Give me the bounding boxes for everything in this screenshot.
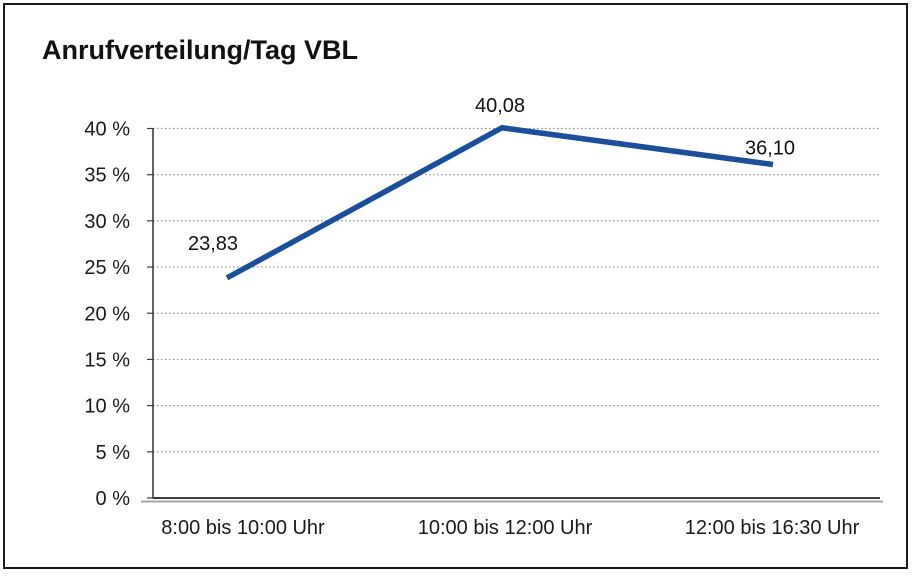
- y-axis-tick-label: 0 %: [96, 488, 131, 510]
- data-point-label: 36,10: [745, 138, 795, 160]
- y-axis-tick-label: 5 %: [96, 442, 131, 464]
- y-axis-tick-label: 40 %: [84, 119, 130, 141]
- y-axis-tick-label: 20 %: [84, 303, 130, 325]
- data-point-label: 23,83: [188, 233, 238, 255]
- y-axis-tick-label: 30 %: [84, 211, 130, 233]
- line-chart: 0 % 5 % 10 % 15 % 20 % 25 % 30 % 35 % 40 % 23,83 4…: [84, 95, 883, 539]
- y-axis-tick-label: 10 %: [84, 396, 130, 418]
- chart-title: Anrufverteilung/Tag VBL: [42, 35, 359, 65]
- y-axis-tick-label: 35 %: [84, 165, 130, 187]
- y-axis-tick-label: 25 %: [84, 257, 130, 279]
- x-axis-category-label: 12:00 bis 16:30 Uhr: [685, 517, 860, 539]
- x-axis-category-label: 8:00 bis 10:00 Uhr: [161, 517, 325, 539]
- y-axis-tick-label: 15 %: [84, 349, 130, 371]
- x-axis-category-label: 10:00 bis 12:00 Uhr: [418, 517, 593, 539]
- data-point-label: 40,08: [475, 95, 525, 117]
- chart-frame: Anrufverteilung/Tag VBL 0 % 5 % 10 % 15 % 20…: [3, 3, 908, 569]
- series-line: [225, 124, 774, 281]
